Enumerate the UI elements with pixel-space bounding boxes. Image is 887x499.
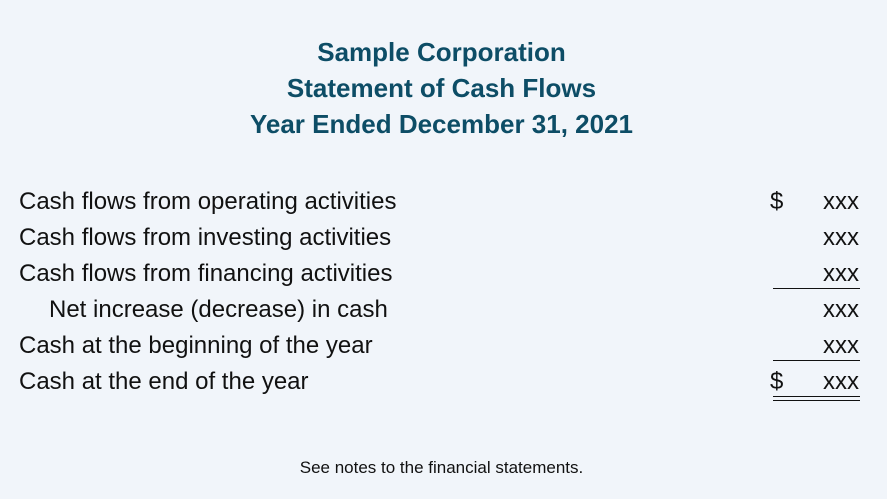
row-investing-activities: Cash flows from investing activities xxx [0,220,887,256]
row-label: Cash flows from operating activities [19,188,397,215]
row-label: Cash flows from investing activities [19,224,392,251]
row-label: Cash flows from financing activities [19,260,393,287]
row-amount: xxx [823,368,859,395]
row-net-increase: Net increase (decrease) in cash xxx [0,292,887,328]
row-amount: xxx [823,188,859,215]
row-amount: xxx [823,224,859,251]
row-operating-activities: Cash flows from operating activities $ x… [0,184,887,220]
row-amount: xxx [823,296,859,323]
dollar-sign: $ [770,368,784,395]
subtotal-rule [773,360,860,361]
statement-header: Sample Corporation Statement of Cash Flo… [0,34,883,142]
row-label: Net increase (decrease) in cash [49,296,388,323]
row-label: Cash at the end of the year [19,368,309,395]
row-financing-activities: Cash flows from financing activities xxx [0,256,887,292]
statement-period: Year Ended December 31, 2021 [249,109,633,139]
subtotal-rule [773,288,860,289]
total-double-rule [773,400,860,401]
footnote: See notes to the financial statements. [299,458,584,477]
dollar-sign: $ [770,188,784,215]
statement-title: Statement of Cash Flows [286,73,597,103]
row-label: Cash at the beginning of the year [19,332,373,359]
total-double-rule [773,396,860,397]
company-name: Sample Corporation [317,37,566,67]
row-ending-cash: Cash at the end of the year $ xxx [0,364,887,401]
row-amount: xxx [823,260,859,287]
row-amount: xxx [823,332,859,359]
cash-flow-table: Cash flows from operating activities $ x… [0,184,887,401]
row-beginning-cash: Cash at the beginning of the year xxx [0,328,887,364]
